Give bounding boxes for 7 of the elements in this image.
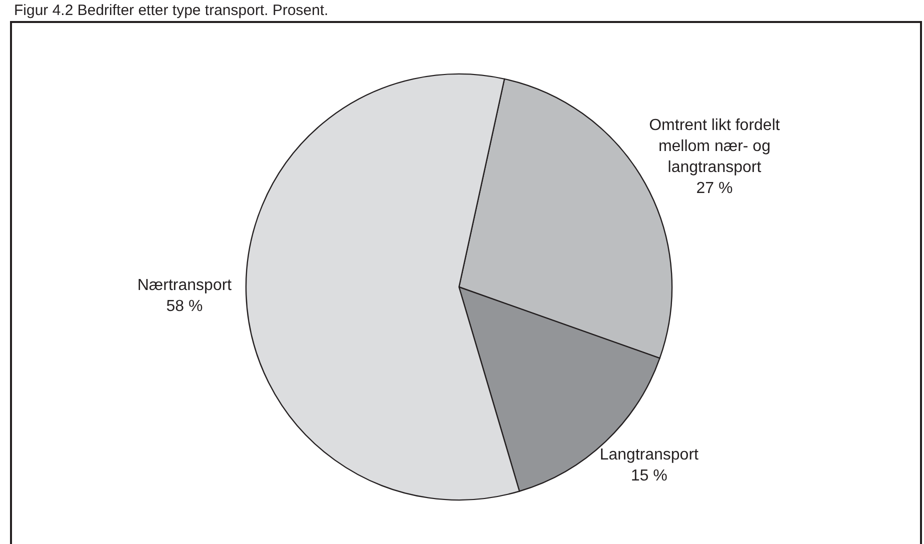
chart-title: Figur 4.2 Bedrifter etter type transport. Prosent. (14, 2, 328, 19)
data-label: 15 % (630, 467, 668, 484)
data-label: 27 % (696, 180, 733, 198)
data-label: 58 % (166, 298, 203, 315)
slice-label: Nærtransport (137, 276, 232, 294)
slice-label: Langtransport (600, 446, 700, 464)
slice-label: Omtrent likt fordelt mellom nær- og langtransport (649, 117, 780, 176)
